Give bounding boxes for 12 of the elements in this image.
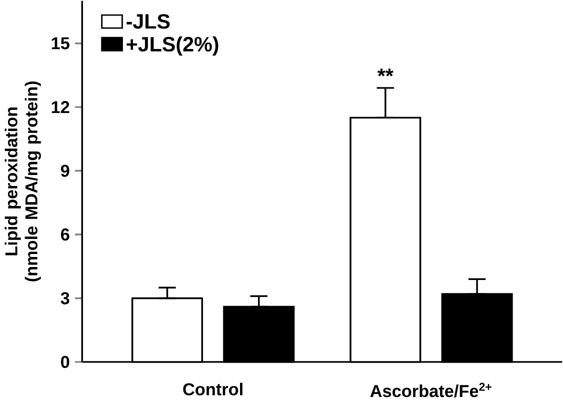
x-tick-label: Ascorbate/Fe$^{2+}$ (370, 382, 492, 398)
y-tick-label: 0 (61, 356, 70, 368)
y-axis-title: Lipid peroxidation (nmole MDA/mg protein) (4, 81, 41, 282)
y-tick-label: 9 (60, 164, 70, 177)
y-tick-label: 3 (60, 292, 70, 304)
annotation: ** (377, 68, 394, 76)
y-tick-label: 12 (52, 101, 70, 113)
y-tick-label: 6 (60, 228, 70, 241)
legend-label: -JLS (126, 14, 170, 29)
x-tick-label: Control (183, 382, 242, 396)
legend-label: +JLS(2%) (126, 36, 218, 56)
y-tick-label: 15 (52, 37, 70, 50)
